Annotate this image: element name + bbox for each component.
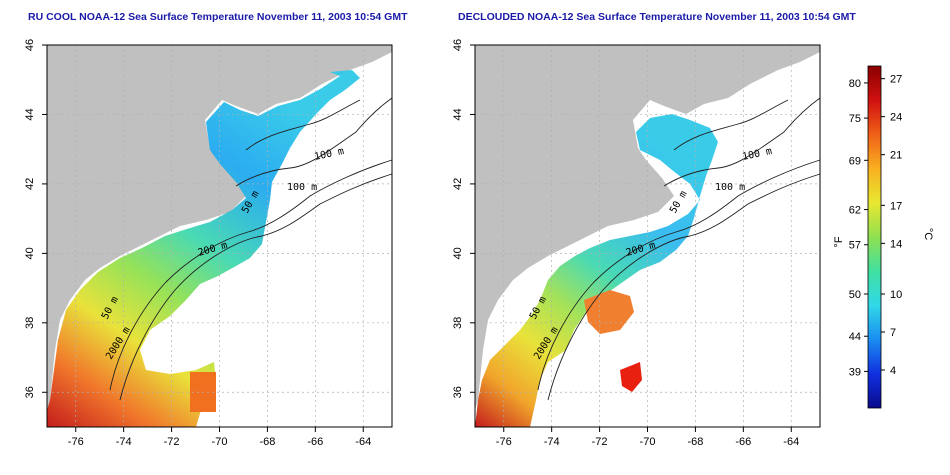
colorbar-ticks: 27 24 21 17 14 10 7 4 80 75 69 62 57 50 44 39 — [849, 74, 903, 379]
warm-ring — [620, 362, 642, 392]
bathymetry-contours — [537, 97, 821, 401]
fahrenheit-tick-label: 50 — [849, 289, 861, 301]
land-mass — [47, 45, 392, 410]
longitude-tick-label: -76 — [496, 436, 512, 448]
celsius-tick-label: 21 — [890, 150, 902, 162]
celsius-tick-label: 7 — [890, 327, 896, 339]
longitude-tick-label: -74 — [116, 436, 132, 448]
latitude-tick-label: 46 — [24, 39, 36, 51]
celsius-tick-label: 24 — [890, 112, 902, 124]
fahrenheit-tick-label: 39 — [849, 366, 861, 378]
latitude-tick-label: 38 — [452, 317, 464, 329]
fahrenheit-tick-label: 44 — [849, 331, 861, 343]
latitude-tick-label: 38 — [24, 317, 36, 329]
land-mass — [475, 45, 820, 410]
longitude-tick-label: -64 — [783, 436, 799, 448]
celsius-tick-label: 4 — [890, 365, 896, 377]
axis-ticks: -76 -74 -72 -70 -68 -66 -64 46 44 42 40 38 36 — [24, 39, 371, 448]
axis-ticks: -76 -74 -72 -70 -68 -66 -64 46 44 42 40 38 36 — [452, 39, 799, 448]
right-panel-title: DECLOUDED NOAA-12 Sea Surface Temperatur… — [458, 11, 856, 23]
celsius-tick-label: 14 — [890, 238, 902, 250]
sst-coverage — [475, 114, 718, 427]
fahrenheit-tick-label: 75 — [849, 113, 861, 125]
latitude-tick-label: 40 — [24, 247, 36, 259]
left-panel-title: RU COOL NOAA-12 Sea Surface Temperature … — [28, 11, 408, 23]
latitude-tick-label: 40 — [452, 247, 464, 259]
longitude-tick-label: -70 — [640, 436, 656, 448]
longitude-tick-label: -74 — [544, 436, 560, 448]
longitude-tick-label: -64 — [355, 436, 371, 448]
sst-coverage — [47, 70, 360, 427]
latitude-tick-label: 44 — [452, 108, 464, 120]
longitude-tick-label: -72 — [164, 436, 180, 448]
temperature-colorbar: 27 24 21 17 14 10 7 4 80 75 69 62 57 50 44 39 °F °C — [833, 65, 934, 409]
contour-depth-label: 100 m — [287, 182, 317, 193]
latitude-tick-label: 44 — [24, 108, 36, 120]
fahrenheit-tick-label: 69 — [849, 155, 861, 167]
fahrenheit-tick-label: 62 — [849, 205, 861, 217]
longitude-tick-label: -72 — [592, 436, 608, 448]
celsius-tick-label: 17 — [890, 200, 902, 212]
longitude-tick-label: -68 — [687, 436, 703, 448]
latitude-tick-label: 46 — [452, 39, 464, 51]
celsius-unit-label: °C — [922, 228, 934, 240]
latitude-tick-label: 36 — [24, 386, 36, 398]
longitude-tick-label: -76 — [68, 436, 84, 448]
longitude-tick-label: -68 — [259, 436, 275, 448]
celsius-tick-label: 10 — [890, 289, 902, 301]
longitude-tick-label: -66 — [307, 436, 323, 448]
longitude-tick-label: -66 — [735, 436, 751, 448]
colorbar-gradient — [867, 65, 882, 409]
longitude-tick-label: -70 — [212, 436, 228, 448]
fahrenheit-tick-label: 57 — [849, 240, 861, 252]
contour-depth-label: 100 m — [715, 182, 745, 193]
map-gridlines — [475, 44, 820, 427]
fahrenheit-unit-label: °F — [833, 236, 845, 247]
celsius-tick-label: 27 — [890, 74, 902, 86]
bathymetry-contours — [109, 97, 393, 401]
map-gridlines — [47, 44, 392, 427]
latitude-tick-label: 42 — [452, 178, 464, 190]
latitude-tick-label: 36 — [452, 386, 464, 398]
latitude-tick-label: 42 — [24, 178, 36, 190]
fahrenheit-tick-label: 80 — [849, 78, 861, 90]
